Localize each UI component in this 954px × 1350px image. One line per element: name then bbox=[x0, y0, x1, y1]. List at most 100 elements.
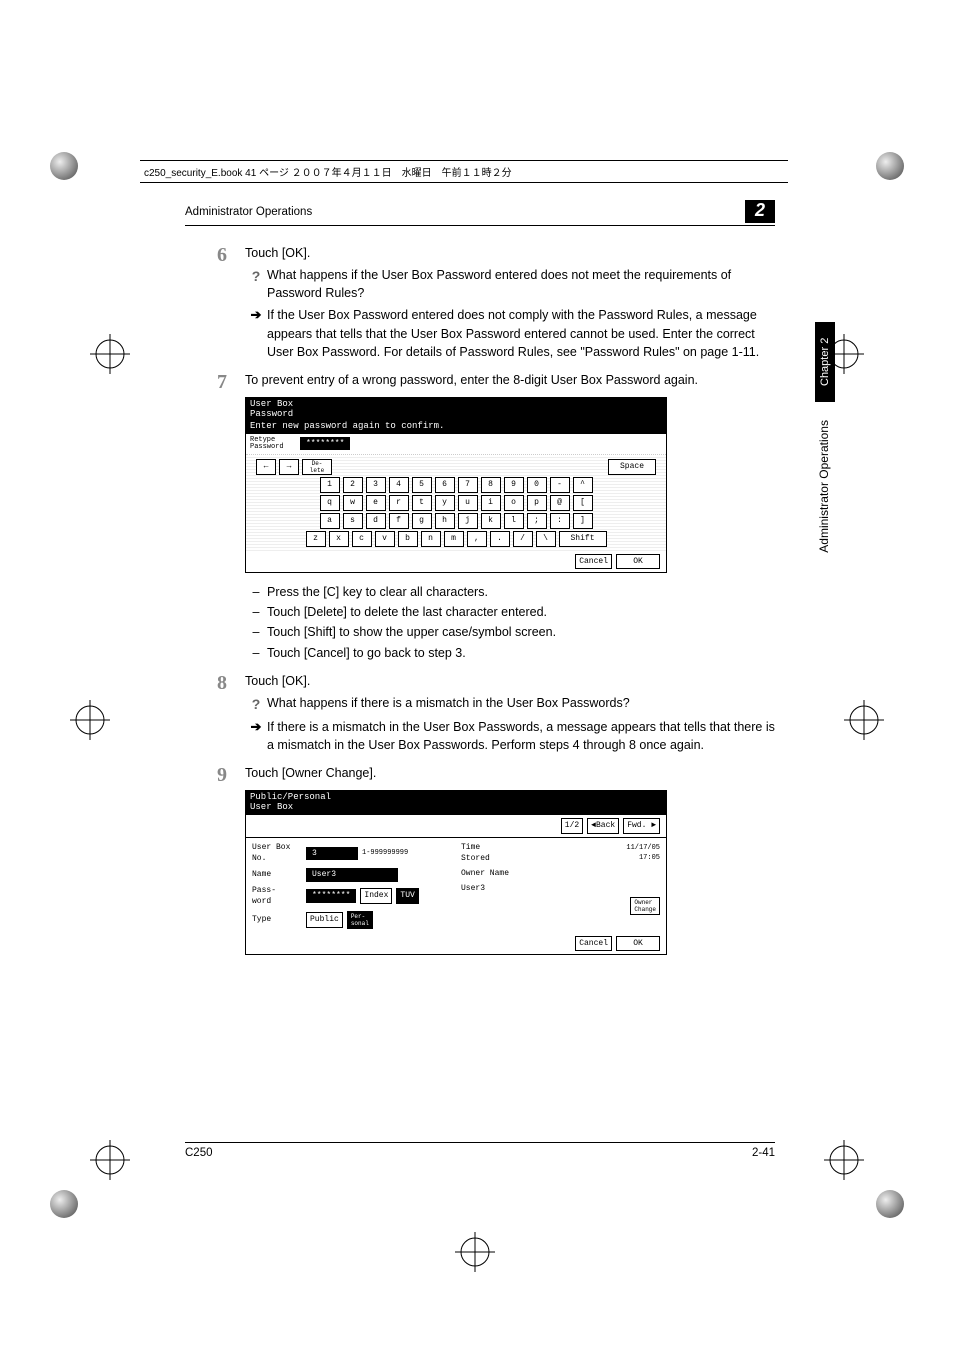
key-q[interactable]: q bbox=[320, 495, 340, 511]
key-t[interactable]: t bbox=[412, 495, 432, 511]
key-s[interactable]: s bbox=[343, 513, 363, 529]
tuv-button[interactable]: TUV bbox=[396, 888, 418, 904]
book-header-text: c250_security_E.book 41 ページ ２００７年４月１１日 水… bbox=[144, 168, 512, 179]
password-entry-screenshot: User Box Password Enter new password aga… bbox=[245, 397, 667, 573]
dash-icon: – bbox=[245, 583, 267, 601]
footer-page-number: 2-41 bbox=[752, 1147, 775, 1159]
password-field[interactable]: ******** bbox=[300, 437, 350, 451]
key-^[interactable]: ^ bbox=[573, 477, 593, 493]
key-;[interactable]: ; bbox=[527, 513, 547, 529]
key-7[interactable]: 7 bbox=[458, 477, 478, 493]
key-p[interactable]: p bbox=[527, 495, 547, 511]
key-e[interactable]: e bbox=[366, 495, 386, 511]
key-r[interactable]: r bbox=[389, 495, 409, 511]
key-9[interactable]: 9 bbox=[504, 477, 524, 493]
registration-mark bbox=[70, 700, 110, 740]
key-.[interactable]: . bbox=[490, 531, 510, 547]
screenshot-title-1: User Box bbox=[250, 400, 662, 410]
index-button[interactable]: Index bbox=[360, 888, 392, 904]
type-label: Type bbox=[252, 914, 302, 926]
key-[[interactable]: [ bbox=[573, 495, 593, 511]
key-delete[interactable]: De- lete bbox=[302, 459, 332, 475]
key-space[interactable]: Space bbox=[608, 459, 656, 475]
key-h[interactable]: h bbox=[435, 513, 455, 529]
password-value[interactable]: ******** bbox=[306, 889, 356, 903]
key-@[interactable]: @ bbox=[550, 495, 570, 511]
step-question: What happens if there is a mismatch in t… bbox=[267, 694, 775, 714]
key-0[interactable]: 0 bbox=[527, 477, 547, 493]
key-u[interactable]: u bbox=[458, 495, 478, 511]
key-a[interactable]: a bbox=[320, 513, 340, 529]
key-shift[interactable]: Shift bbox=[559, 531, 607, 547]
key-i[interactable]: i bbox=[481, 495, 501, 511]
key-z[interactable]: z bbox=[306, 531, 326, 547]
step-text: Touch [OK]. bbox=[245, 672, 775, 690]
name-label: Name bbox=[252, 869, 302, 881]
key--[interactable]: - bbox=[550, 477, 570, 493]
book-header-strip: c250_security_E.book 41 ページ ２００７年４月１１日 水… bbox=[140, 160, 788, 183]
key-c[interactable]: c bbox=[352, 531, 372, 547]
time-stored-value: 11/17/05 17:05 bbox=[626, 843, 660, 863]
section-title: Administrator Operations bbox=[185, 206, 312, 218]
deco-ball bbox=[50, 152, 78, 180]
footer-model: C250 bbox=[185, 1147, 213, 1159]
time-stored-label: Time Stored bbox=[461, 842, 511, 865]
key-j[interactable]: j bbox=[458, 513, 478, 529]
step-question: What happens if the User Box Password en… bbox=[267, 266, 775, 302]
cancel-button[interactable]: Cancel bbox=[575, 936, 612, 952]
page-content: Administrator Operations 2 6 Touch [OK].… bbox=[185, 200, 775, 975]
key-y[interactable]: y bbox=[435, 495, 455, 511]
key-1[interactable]: 1 bbox=[320, 477, 340, 493]
type-public-button[interactable]: Public bbox=[306, 912, 343, 928]
key-m[interactable]: m bbox=[444, 531, 464, 547]
key-n[interactable]: n bbox=[421, 531, 441, 547]
owner-change-button[interactable]: Owner Change bbox=[630, 897, 660, 915]
step-number: 7 bbox=[185, 371, 245, 662]
key-forward[interactable]: → bbox=[279, 459, 299, 475]
key-d[interactable]: d bbox=[366, 513, 386, 529]
key-4[interactable]: 4 bbox=[389, 477, 409, 493]
step-6: 6 Touch [OK]. ? What happens if the User… bbox=[185, 244, 775, 361]
key-k[interactable]: k bbox=[481, 513, 501, 529]
key-][interactable]: ] bbox=[573, 513, 593, 529]
key-,[interactable]: , bbox=[467, 531, 487, 547]
dash-icon: – bbox=[245, 623, 267, 641]
key-/[interactable]: / bbox=[513, 531, 533, 547]
ok-button[interactable]: OK bbox=[616, 936, 660, 952]
key-2[interactable]: 2 bbox=[343, 477, 363, 493]
userbox-no-value[interactable]: 3 bbox=[306, 847, 358, 861]
key-v[interactable]: v bbox=[375, 531, 395, 547]
key-o[interactable]: o bbox=[504, 495, 524, 511]
onscreen-keyboard: ← → De- lete Space 1234567890-^ qwertyui… bbox=[246, 455, 666, 551]
key-3[interactable]: 3 bbox=[366, 477, 386, 493]
key-:[interactable]: : bbox=[550, 513, 570, 529]
key-back[interactable]: ← bbox=[256, 459, 276, 475]
key-l[interactable]: l bbox=[504, 513, 524, 529]
screenshot-prompt: Enter new password again to confirm. bbox=[250, 422, 662, 432]
key-8[interactable]: 8 bbox=[481, 477, 501, 493]
key-w[interactable]: w bbox=[343, 495, 363, 511]
key-f[interactable]: f bbox=[389, 513, 409, 529]
registration-mark bbox=[90, 1140, 130, 1180]
type-personal-button[interactable]: Per- sonal bbox=[347, 911, 373, 929]
key-\[interactable]: \ bbox=[536, 531, 556, 547]
fwd-button[interactable]: Fwd. ► bbox=[623, 818, 660, 834]
name-value[interactable]: User3 bbox=[306, 868, 398, 882]
key-6[interactable]: 6 bbox=[435, 477, 455, 493]
arrow-icon: ➔ bbox=[245, 306, 267, 360]
owner-name-label: Owner Name bbox=[461, 868, 509, 880]
note-text: Touch [Cancel] to go back to step 3. bbox=[267, 644, 466, 662]
deco-ball bbox=[50, 1190, 78, 1218]
key-g[interactable]: g bbox=[412, 513, 432, 529]
section-side-label: Administrator Operations bbox=[817, 420, 833, 553]
note-text: Touch [Delete] to delete the last charac… bbox=[267, 603, 547, 621]
ok-button[interactable]: OK bbox=[616, 554, 660, 570]
step-number: 6 bbox=[185, 244, 245, 361]
key-x[interactable]: x bbox=[329, 531, 349, 547]
key-b[interactable]: b bbox=[398, 531, 418, 547]
back-button[interactable]: ◄Back bbox=[587, 818, 619, 834]
key-5[interactable]: 5 bbox=[412, 477, 432, 493]
step-7: 7 To prevent entry of a wrong password, … bbox=[185, 371, 775, 662]
userbox-no-range: 1-999999999 bbox=[362, 848, 408, 858]
cancel-button[interactable]: Cancel bbox=[575, 554, 612, 570]
